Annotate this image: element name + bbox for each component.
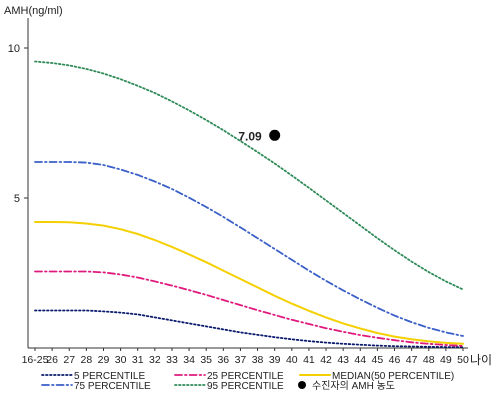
legend-swatch-point [298, 381, 306, 389]
x-tick-label: 35 [200, 354, 212, 366]
x-tick-label: 49 [440, 354, 452, 366]
x-tick-label: 16-25 [22, 354, 49, 366]
legend-label: 수진자의 AMH 농도 [312, 380, 395, 392]
y-ticks: 5 10 [8, 43, 28, 205]
x-tick-label: 44 [354, 354, 366, 366]
legend-label: 25 PERCENTILE [207, 371, 284, 382]
x-tick-label: 41 [303, 354, 315, 366]
x-tick-label: 48 [423, 354, 435, 366]
x-tick-label: 36 [217, 354, 229, 366]
patient-amh-value-label: 7.09 [238, 129, 262, 143]
x-tick-label: 39 [269, 354, 281, 366]
patient-point-group: 7.09 [238, 129, 281, 143]
x-tick-label: 46 [389, 354, 401, 366]
x-tick-label: 28 [81, 354, 93, 366]
x-tick-label: 38 [252, 354, 264, 366]
series-line-75-percentile [34, 161, 464, 337]
legend-label: 95 PERCENTILE [207, 381, 284, 392]
y-axis-label: AMH(ng/ml) [4, 5, 63, 17]
x-tick-label: 34 [183, 354, 195, 366]
x-tick-label: 31 [132, 354, 144, 366]
legend: 5 PERCENTILE 25 PERCENTILE MEDIAN(50 PERCE… [41, 371, 454, 392]
series-line-25-percentile [34, 270, 464, 347]
x-tick-label: 29 [98, 354, 110, 366]
legend-label: 5 PERCENTILE [74, 371, 145, 382]
x-tick-label: 32 [149, 354, 161, 366]
legend-label: 75 PERCENTILE [74, 381, 151, 392]
x-tick-label: 45 [372, 354, 384, 366]
series-line-median-50-percentile [34, 221, 464, 345]
x-tick-label: 50 [457, 354, 469, 366]
y-tick-label: 10 [8, 43, 20, 55]
y-tick-label: 5 [14, 193, 20, 205]
x-axis-label: 나이 [470, 353, 492, 367]
x-tick-label: 33 [166, 354, 178, 366]
x-tick-label: 42 [320, 354, 332, 366]
x-tick-label: 26 [46, 354, 58, 366]
series-lines [34, 60, 464, 349]
x-tick-label: 47 [406, 354, 418, 366]
x-tick-label: 30 [115, 354, 127, 366]
x-tick-label: 43 [337, 354, 349, 366]
x-tick-label: 27 [63, 354, 75, 366]
x-tick-label: 37 [235, 354, 247, 366]
x-tick-label: 40 [286, 354, 298, 366]
series-line-95-percentile [34, 60, 464, 291]
series-line-5-percentile [34, 309, 464, 349]
legend-label: MEDIAN(50 PERCENTILE) [332, 371, 454, 382]
patient-amh-point [269, 129, 281, 141]
